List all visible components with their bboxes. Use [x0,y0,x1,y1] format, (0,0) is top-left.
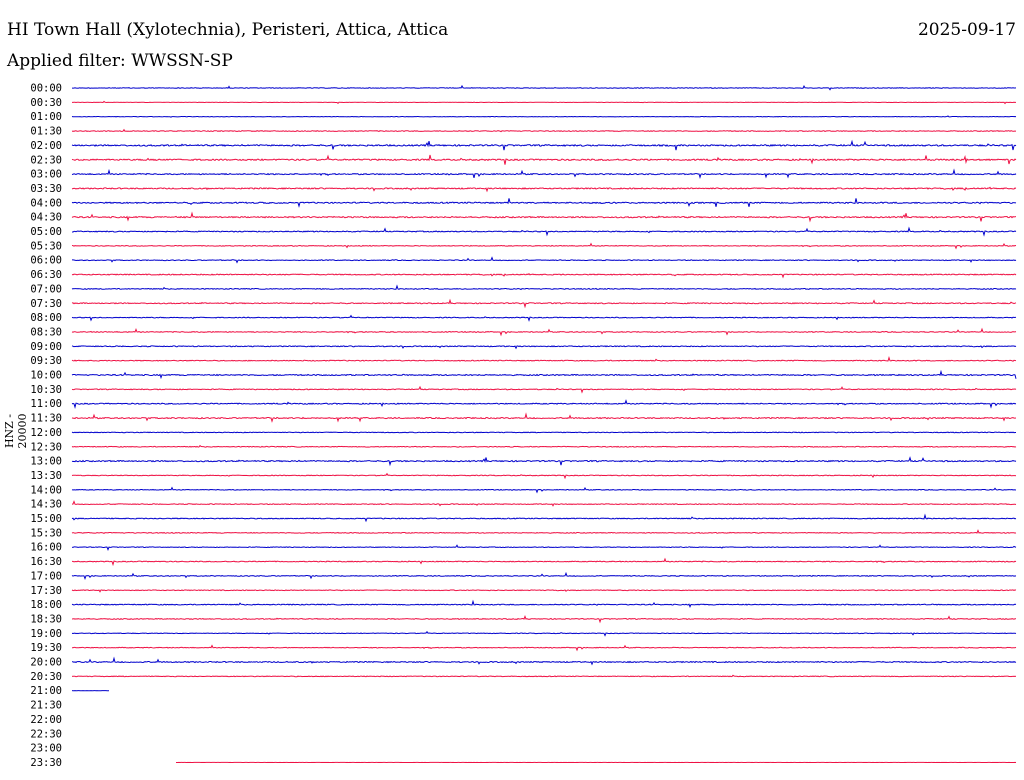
row-time-label: 15:30 [30,527,62,539]
trace-line [71,529,1017,534]
row-time-label: 11:30 [30,413,62,425]
trace-line [71,614,1017,624]
trace-line [71,273,1017,279]
row-time-label: 21:00 [30,685,62,697]
row-time-label: 22:00 [30,714,62,726]
date-label: 2025-09-17 [917,20,1016,40]
row-time-label: 02:00 [30,140,62,152]
row-time-label: 10:30 [30,384,62,396]
row-time-label: 04:30 [30,212,62,224]
row-time-label: 20:30 [30,671,62,683]
row-time-label: 04:00 [30,197,62,209]
trace-line [71,589,1017,593]
row-time-label: 20:00 [30,657,62,669]
row-time-label: 00:00 [30,83,62,95]
trace-line [71,399,1017,409]
trace-line [71,644,1017,652]
row-time-label: 16:00 [30,542,62,554]
trace-line [71,486,1017,494]
row-time-label: 13:00 [30,456,62,468]
trace-line [71,128,1017,133]
row-time-label: 14:30 [30,499,62,511]
row-time-label: 07:30 [30,298,62,310]
row-time-label: 16:30 [30,556,62,568]
trace-line [71,599,1017,608]
row-time-label: 12:30 [30,441,62,453]
row-time-label: 08:30 [30,326,62,338]
trace-line [72,656,1017,666]
trace-line [71,327,1017,337]
row-time-label: 06:30 [30,269,62,281]
row-time-label: 09:00 [30,341,62,353]
row-time-label: 07:00 [30,283,62,295]
row-time-label: 23:30 [30,757,62,769]
trace-line [71,345,1017,350]
trace-line [71,115,1017,118]
row-time-label: 10:00 [30,370,62,382]
row-time-label: 03:00 [30,169,62,181]
row-time-label: 21:30 [30,700,62,712]
trace-line [71,211,1017,223]
trace-line [71,154,1017,165]
trace-line [71,513,1017,523]
trace-line [71,571,1017,580]
trace-line [71,674,1017,678]
trace-line [71,284,1017,291]
trace-line [72,84,1017,91]
trace-line [71,298,1017,309]
row-time-label: 06:00 [30,255,62,267]
row-time-label: 23:00 [30,743,62,755]
trace-line [71,630,1017,637]
row-time-label: 19:00 [30,628,62,640]
row-time-label: 18:00 [30,599,62,611]
trace-line [71,242,1017,250]
trace-line [71,168,1017,179]
row-time-label: 01:00 [30,111,62,123]
row-time-label: 08:00 [30,312,62,324]
trace-line [71,369,1017,380]
trace-line [71,544,1017,551]
row-time-label: 19:30 [30,642,62,654]
row-time-label: 22:30 [30,728,62,740]
row-time-label: 13:30 [30,470,62,482]
row-time-label: 14:00 [30,484,62,496]
row-time-label: 17:00 [30,570,62,582]
trace-line [72,500,1017,507]
row-time-label: 17:30 [30,585,62,597]
trace-line [71,385,1017,394]
trace-line [71,139,1017,151]
trace-line [71,314,1017,322]
trace-line [71,412,1017,423]
filter-label: Applied filter: WWSSN-SP [7,51,233,71]
trace-line [71,456,1017,467]
trace-line [71,472,1017,480]
row-time-label: 01:30 [30,126,62,138]
row-time-label: 15:00 [30,513,62,525]
trace-line [72,226,1017,237]
trace-line [71,356,1017,362]
trace-line [71,444,1017,448]
row-time-label: 03:30 [30,183,62,195]
row-time-label: 05:30 [30,240,62,252]
trace-line [72,557,1017,567]
trace-line [72,256,1017,264]
trace-line [71,198,1017,208]
row-time-label: 02:30 [30,154,62,166]
row-time-label: 05:00 [30,226,62,238]
row-time-label: 11:00 [30,398,62,410]
trace-line [71,431,1016,434]
row-time-label: 18:30 [30,613,62,625]
trace-line [71,186,1017,193]
row-time-label: 12:00 [30,427,62,439]
trace-line [72,100,1016,105]
row-time-label: 09:30 [30,355,62,367]
station-title: HI Town Hall (Xylotechnia), Peristeri, A… [7,20,449,40]
row-time-label: 00:30 [30,97,62,109]
